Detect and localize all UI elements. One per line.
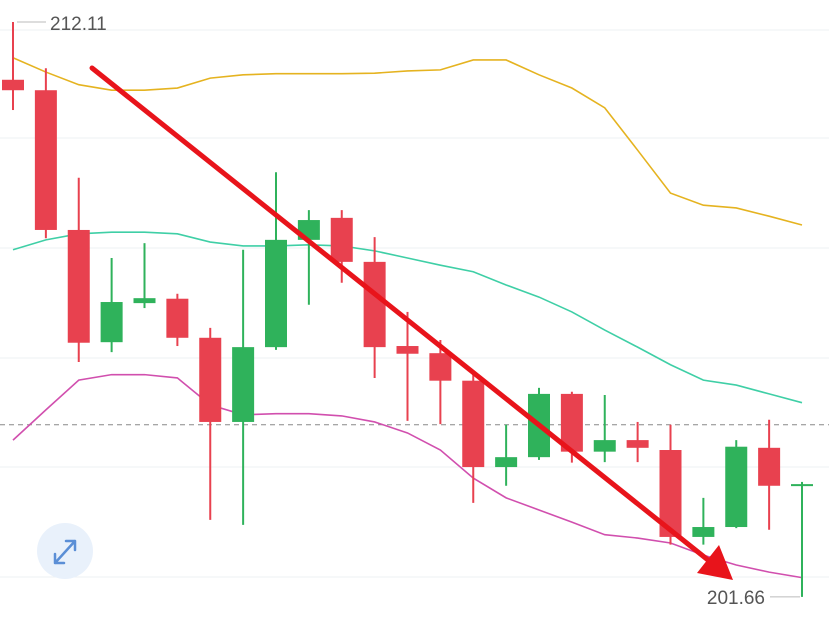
candle-body [166, 298, 189, 338]
arrow-head [697, 545, 733, 580]
candle-body [593, 440, 616, 452]
min-label: 201.66 [707, 588, 765, 609]
candle-body [791, 484, 813, 487]
candle-body [495, 457, 518, 468]
band-line [12, 57, 803, 226]
plot: 212.11 201.66 [0, 14, 829, 609]
candle-body [67, 229, 90, 343]
candle-body [626, 440, 649, 448]
expand-button[interactable] [37, 523, 93, 579]
candle-body [2, 79, 24, 91]
candle-body [133, 298, 156, 304]
candle-body [232, 347, 255, 422]
candle-body [100, 302, 123, 343]
candle-body [330, 217, 353, 262]
candle-body [429, 353, 452, 381]
max-label: 212.11 [50, 14, 107, 35]
grid [0, 29, 829, 578]
candle-body [725, 446, 748, 528]
arrow-shaft [89, 65, 711, 563]
candle-body [659, 450, 682, 537]
band-line [12, 231, 803, 404]
candle-body [692, 527, 715, 537]
candle-body [363, 261, 386, 348]
expand-icon[interactable] [53, 539, 77, 565]
candle-body [462, 380, 485, 468]
candle-body [199, 337, 222, 422]
candle-body [560, 393, 583, 452]
candle-body [265, 239, 287, 348]
candle-body [34, 90, 57, 230]
candle-body [758, 447, 781, 486]
trend-arrow [89, 65, 733, 580]
candle-body [396, 346, 419, 354]
